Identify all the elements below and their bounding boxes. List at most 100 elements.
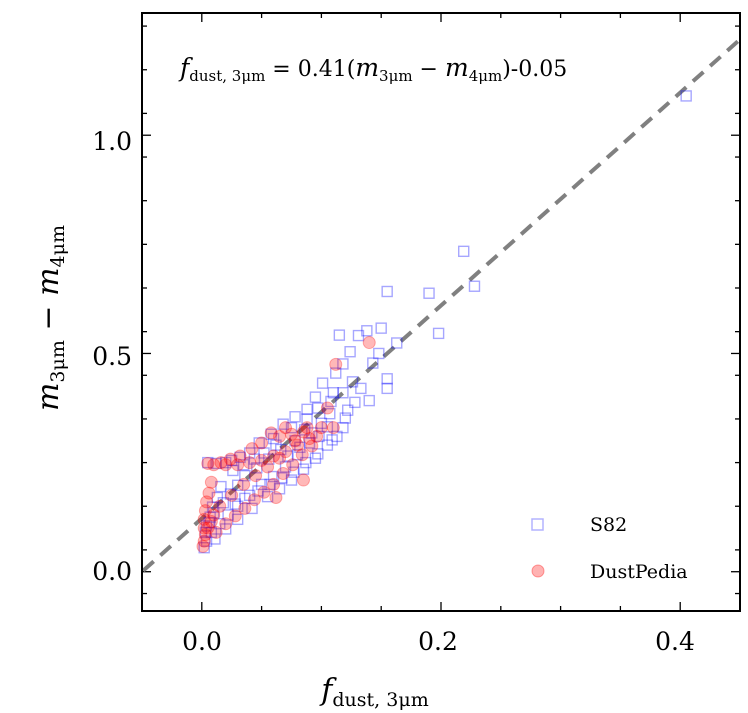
dustpedia-point [264, 426, 278, 440]
s82-point [243, 489, 256, 502]
s82-point [229, 498, 241, 510]
dustpedia-point [233, 449, 247, 463]
x-tick-label-1: 0.2 [418, 627, 458, 656]
s82-point [312, 402, 324, 414]
s82-point [342, 404, 354, 416]
dustpedia-point [296, 425, 310, 439]
s82-point [251, 462, 263, 474]
s82-point [298, 424, 311, 436]
s82-point [363, 394, 375, 407]
s82-point [253, 437, 265, 449]
fit-line-layer [141, 38, 741, 573]
s82-point [381, 373, 393, 385]
dustpedia-point [231, 458, 245, 472]
dustpedia-point [245, 442, 259, 456]
dustpedia-point [249, 469, 263, 483]
legend-marker-s82 [531, 518, 544, 531]
s82-point [432, 327, 445, 340]
s82-point [346, 376, 359, 388]
y-axis-label-a: m [31, 383, 66, 411]
dustpedia-point [300, 421, 314, 435]
s82-point [214, 518, 226, 530]
dustpedia-point [209, 525, 223, 539]
s82-point [261, 490, 274, 503]
s82-point [289, 411, 301, 423]
s82-point [306, 427, 318, 439]
dustpedia-point [255, 453, 269, 467]
dustpedia-point [302, 432, 316, 446]
s82-point [316, 377, 329, 389]
s82-point [327, 387, 340, 399]
dustpedia-point [202, 486, 216, 500]
s82-point [309, 452, 322, 464]
dustpedia-point [213, 499, 227, 513]
s82-point [297, 463, 310, 475]
s82-point [237, 459, 250, 471]
s82-point [331, 430, 343, 443]
dustpedia-point [196, 539, 210, 553]
s82-point [279, 461, 292, 473]
dustpedia-point [225, 488, 239, 502]
dustpedia-point [267, 477, 281, 491]
dustpedia-point [279, 421, 293, 435]
s82-point [337, 358, 349, 370]
s82-point [321, 439, 334, 451]
s82-point [239, 469, 251, 482]
dustpedia-point [276, 467, 290, 481]
s82-point [337, 387, 349, 399]
dustpedia-point [267, 449, 281, 463]
s82-point [381, 285, 393, 298]
dustpedia-point [224, 452, 238, 466]
s82-point [349, 396, 361, 409]
y-axis-label: m3μm − m4μm [31, 225, 69, 411]
dustpedia-point [219, 517, 233, 531]
s82-point [199, 526, 212, 539]
s82-point [224, 488, 237, 500]
annot-m1: m [355, 53, 379, 82]
dustpedia-point [207, 458, 221, 472]
annot-m2-sub: 4μm [469, 67, 503, 85]
dustpedia-point [257, 485, 271, 499]
legend-marker-dustpedia [531, 564, 545, 578]
y-axis-label-a-sub: 3μm [47, 340, 69, 382]
s82-point [217, 497, 230, 509]
y-axis-label-minus: − [31, 296, 66, 340]
dustpedia-point [204, 515, 218, 529]
s82-point [209, 533, 221, 545]
s82-point [337, 421, 349, 434]
dustpedia-point [237, 477, 251, 491]
s82-point [267, 432, 280, 445]
s82-point [203, 517, 215, 529]
s82-point [313, 430, 325, 443]
s82-point [326, 434, 338, 446]
y-axis-label-b-sub: 4μm [47, 225, 69, 267]
annot-m1-sub: 3μm [379, 67, 413, 85]
s82-point [258, 447, 270, 459]
s82-point [312, 448, 324, 460]
s82-point [289, 435, 301, 447]
annot-lhs-sub: dust, 3μm [189, 67, 265, 85]
dustpedia-point [326, 421, 340, 435]
s82-point [680, 90, 692, 102]
s82-point [205, 526, 218, 539]
dustpedia-point [201, 456, 215, 470]
s82-point [315, 417, 328, 430]
dustpedia-point [279, 445, 293, 459]
dustpedia-point [362, 336, 376, 350]
s82-point [210, 457, 222, 470]
s82-point [220, 456, 232, 469]
legend: S82 DustPedia [531, 514, 688, 583]
dustpedia-point [314, 421, 328, 435]
s82-point [309, 391, 322, 403]
s82-point [339, 412, 352, 424]
s82-point [333, 329, 346, 341]
y-tick-label-1: 0.5 [92, 342, 132, 371]
dustpedia-point [286, 458, 300, 472]
s82-point [288, 466, 300, 478]
s82-point [300, 456, 312, 469]
s82-point [206, 501, 219, 513]
s82-point [200, 520, 213, 532]
y-tick-label-0: 0.0 [92, 557, 132, 586]
s82-point [265, 428, 277, 440]
